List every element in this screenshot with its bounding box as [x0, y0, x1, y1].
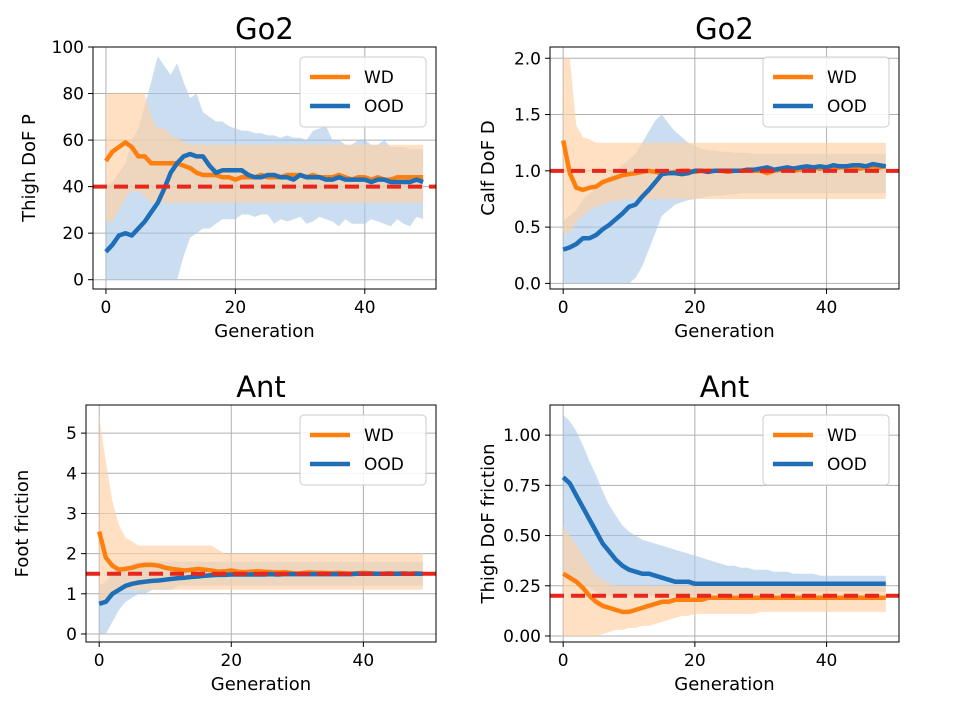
y-tick-label: 3	[66, 504, 77, 524]
y-tick-label: 0.75	[503, 476, 541, 496]
legend: WD OOD	[762, 56, 890, 128]
y-tick-label: 1.5	[514, 106, 541, 126]
y-axis-label: Thigh DoF P	[19, 114, 40, 223]
legend-box	[299, 56, 427, 128]
y-axis-label: Foot friction	[12, 470, 33, 578]
y-tick-label: 2	[66, 545, 77, 565]
x-tick-label: 0	[558, 651, 569, 671]
y-tick-label: 5	[66, 424, 77, 444]
chart-panel-2: Go2 0 20 40 0.0 0.5 1.0 1.5 2.0 Generation Calf Do…	[478, 12, 900, 342]
y-tick-label: 40	[62, 178, 84, 198]
y-axis-label: Thigh DoF friction	[478, 443, 499, 604]
plot-frame	[85, 404, 437, 643]
y-axis-label: Calf DoF D	[478, 120, 499, 215]
legend: WD OOD	[299, 56, 427, 128]
chart-title: Ant	[700, 370, 750, 404]
y-tick-label: 0.25	[503, 577, 541, 597]
series-line-ood	[104, 151, 424, 254]
x-axis-label: Generation	[674, 321, 774, 342]
band-wd	[105, 93, 424, 222]
y-tick-label: 80	[62, 85, 84, 105]
band-wd	[563, 58, 886, 233]
x-tick-label: 40	[354, 298, 376, 318]
y-tick-label: 1.0	[514, 162, 541, 182]
x-tick-label: 20	[220, 651, 242, 671]
legend-label-wd: WD	[827, 68, 857, 88]
y-tick-label: 4	[66, 464, 77, 484]
plot-frame	[92, 46, 437, 290]
y-tick-label: 2.0	[514, 49, 541, 69]
legend-label-wd: WD	[827, 426, 857, 446]
chart-panel-1: Go2 0 20 40 0 20 40 60 80 100 Generation Thigh DoF …	[19, 12, 437, 342]
chart-title: Ant	[236, 370, 286, 404]
legend-label-ood: OOD	[364, 455, 404, 475]
band-ood	[563, 415, 886, 596]
chart-panel-3: Ant 0 20 40 0 1 2 3 4 5 Generation Foot friction WD O…	[12, 370, 437, 695]
y-tick-label: 0	[73, 271, 84, 291]
legend-label-ood: OOD	[827, 97, 867, 117]
x-axis-label: Generation	[211, 674, 311, 695]
plot-area	[93, 56, 436, 280]
legend-box	[299, 414, 427, 486]
chart-panel-4: Ant 0 20 40 0.00 0.25 0.50 0.75 1.00 Generation Th…	[478, 370, 900, 695]
x-axis-label: Generation	[674, 674, 774, 695]
series-line-ood	[561, 475, 886, 587]
x-tick-label: 0	[558, 298, 569, 318]
x-tick-label: 40	[353, 651, 375, 671]
legend-box	[762, 414, 890, 486]
plot-frame	[549, 404, 900, 643]
x-tick-label: 0	[94, 651, 105, 671]
plot-area	[86, 417, 436, 634]
y-tick-label: 60	[62, 131, 84, 151]
y-tick-label: 100	[52, 38, 84, 58]
plot-area	[550, 415, 899, 636]
chart-title: Go2	[695, 12, 754, 46]
band-wd	[99, 417, 423, 602]
x-tick-label: 20	[225, 298, 247, 318]
x-tick-label: 20	[684, 651, 706, 671]
x-tick-label: 40	[816, 651, 838, 671]
y-tick-label: 1	[66, 585, 77, 605]
x-tick-label: 40	[816, 298, 838, 318]
y-tick-label: 0.00	[503, 627, 541, 647]
y-tick-label: 0.0	[514, 274, 541, 294]
y-tick-label: 0.50	[503, 527, 541, 547]
y-tick-label: 20	[62, 224, 84, 244]
legend-label-ood: OOD	[364, 97, 404, 117]
plot-area	[550, 58, 899, 284]
y-tick-label: 1.00	[503, 426, 541, 446]
y-tick-label: 0.5	[514, 218, 541, 238]
legend-box	[762, 56, 890, 128]
legend-label-ood: OOD	[827, 455, 867, 475]
x-axis-label: Generation	[214, 321, 314, 342]
legend-label-wd: WD	[364, 68, 394, 88]
y-tick-label: 0	[66, 625, 77, 645]
chart-title: Go2	[235, 12, 294, 46]
plot-frame	[549, 46, 900, 290]
x-tick-label: 0	[101, 298, 112, 318]
legend: WD OOD	[762, 414, 890, 486]
x-tick-label: 20	[684, 298, 706, 318]
legend: WD OOD	[299, 414, 427, 486]
legend-label-wd: WD	[364, 426, 394, 446]
